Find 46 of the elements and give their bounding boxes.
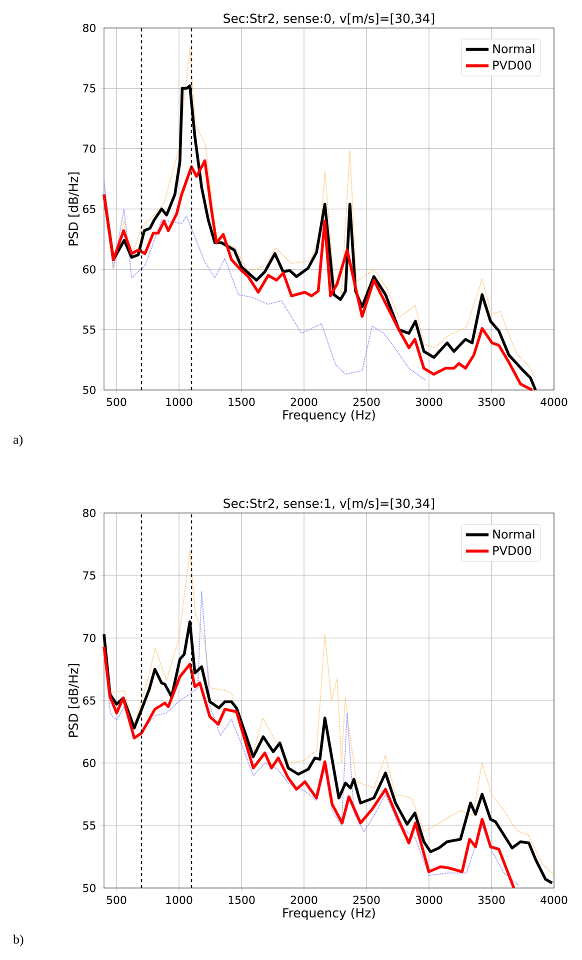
x-tick-label: 2000 <box>290 398 318 406</box>
y-tick-label: 70 <box>83 144 96 153</box>
y-tick-label: 80 <box>83 508 96 518</box>
y-tick-label: 55 <box>83 326 96 334</box>
text: a) <box>13 434 23 447</box>
chart-title: Sec:Str2, sense:1, v[m/s]=[30,34] <box>224 498 434 510</box>
legend-label: Normal <box>493 44 534 54</box>
x-tick-label: 4000 <box>540 398 568 406</box>
line-series <box>104 178 426 381</box>
x-axis-title: Frequency (Hz) <box>283 908 375 920</box>
y-tick-label: 50 <box>83 884 96 892</box>
x-tick-label: 2000 <box>290 896 318 904</box>
x-tick-label: 3500 <box>478 896 505 904</box>
chart-title: Sec:Str2, sense:0, v[m/s]=[30,34] <box>224 13 434 24</box>
x-tick-label: 500 <box>106 896 126 904</box>
line-series <box>102 159 534 392</box>
y-axis-title: PSD [dB/Hz] <box>68 172 80 246</box>
line-series <box>104 591 520 886</box>
y-tick-label: 75 <box>83 84 96 92</box>
y-tick-label: 80 <box>83 24 96 32</box>
y-tick-label: 60 <box>83 265 96 274</box>
x-tick-label: 2500 <box>353 896 380 904</box>
x-tick-label: 1500 <box>228 398 255 406</box>
x-tick-label: 3500 <box>478 398 505 406</box>
legend-label: PVD00 <box>493 60 532 70</box>
x-tick-label: 1000 <box>166 398 192 406</box>
x-tick-label: 1000 <box>166 896 192 904</box>
line-series <box>102 645 516 890</box>
y-tick-label: 75 <box>83 571 96 580</box>
y-tick-label: 70 <box>83 634 96 642</box>
x-tick-label: 1500 <box>228 896 255 904</box>
y-tick-label: 55 <box>83 821 96 830</box>
y-axis-title: PSD [dB/Hz] <box>68 664 80 737</box>
legend-label: Normal <box>493 529 534 539</box>
y-tick-label: 60 <box>83 758 96 768</box>
y-tick-label: 50 <box>83 386 96 394</box>
x-tick-label: 3000 <box>416 896 442 904</box>
text: b) <box>13 934 24 946</box>
x-axis-title: Frequency (Hz) <box>283 410 375 422</box>
x-tick-label: 3000 <box>416 398 442 406</box>
x-tick-label: 500 <box>106 398 126 406</box>
x-tick-label: 2500 <box>353 398 380 406</box>
x-tick-label: 4000 <box>540 896 568 904</box>
legend-label: PVD00 <box>493 546 532 556</box>
y-tick-label: 65 <box>83 204 96 214</box>
y-tick-label: 65 <box>83 696 96 705</box>
